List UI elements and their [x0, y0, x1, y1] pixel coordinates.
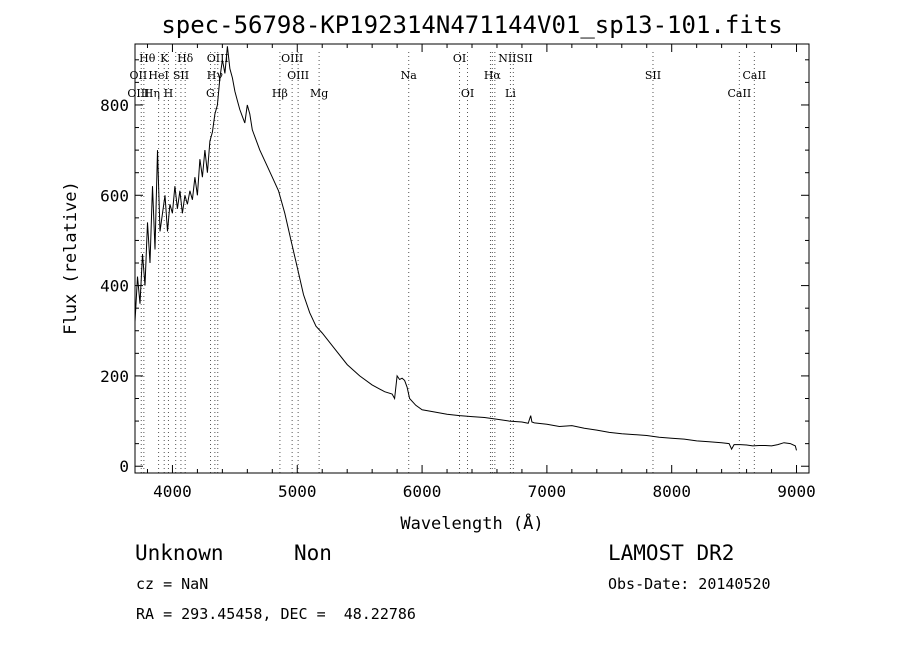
line-marker-label: OIII	[207, 52, 229, 65]
line-marker-label: OI	[453, 52, 466, 65]
y-axis: 0 200 400 600 800	[100, 59, 809, 476]
x-tick-label: 9000	[777, 482, 816, 501]
line-marker-label: OIII	[127, 87, 149, 100]
redshift-text: cz = NaN	[136, 575, 209, 593]
y-axis-label: Flux (relative)	[61, 181, 81, 335]
line-marker-label: OIII	[287, 69, 309, 82]
line-marker-label: SII	[173, 69, 189, 82]
line-markers	[140, 52, 755, 473]
line-marker-label: K	[160, 52, 169, 65]
line-marker-label: Hδ	[177, 52, 194, 65]
line-marker-label: Hα	[484, 69, 502, 82]
line-marker-label: Hβ	[272, 87, 288, 100]
line-marker-label: OIII	[281, 52, 303, 65]
line-marker-label: SII	[645, 69, 661, 82]
line-marker-label: Na	[401, 69, 418, 82]
survey-name: LAMOST DR2	[608, 541, 735, 565]
y-tick-label: 0	[119, 457, 129, 476]
line-marker-label: Hθ	[139, 52, 156, 65]
line-marker-label: Li	[505, 87, 516, 100]
line-marker-label: HeI	[148, 69, 168, 82]
object-subclass: Non	[294, 541, 332, 565]
line-marker-label: G	[206, 87, 215, 100]
spectrum-line	[134, 46, 797, 451]
line-marker-label: H	[164, 87, 174, 100]
x-tick-label: 7000	[528, 482, 567, 501]
x-tick-label: 6000	[403, 482, 442, 501]
x-tick-label: 5000	[278, 482, 317, 501]
chart-title: spec-56798-KP192314N471144V01_sp13-101.f…	[161, 11, 782, 39]
line-marker-label: CaII	[728, 87, 752, 100]
line-marker-label: OII	[130, 69, 148, 82]
line-marker-label: OI	[461, 87, 474, 100]
y-tick-label: 400	[100, 277, 129, 296]
x-tick-label: 4000	[153, 482, 192, 501]
line-marker-label: Hη	[144, 87, 160, 100]
y-tick-label: 200	[100, 367, 129, 386]
obs-date-text: Obs-Date: 20140520	[608, 575, 771, 593]
y-tick-label: 800	[100, 96, 129, 115]
plot-frame	[134, 43, 810, 474]
object-class: Unknown	[135, 541, 224, 565]
line-marker-label: Hγ	[207, 69, 224, 82]
x-axis-label: Wavelength (Å)	[400, 512, 543, 534]
line-marker-label: Mg	[310, 87, 328, 100]
line-marker-label: CaII	[742, 69, 766, 82]
y-tick-label: 600	[100, 186, 129, 205]
x-tick-label: 8000	[652, 482, 691, 501]
line-marker-label: NIISII	[498, 52, 533, 65]
x-axis: 4000 5000 6000 7000 8000 9000	[146, 44, 816, 501]
coords-text: RA = 293.45458, DEC = 48.22786	[136, 605, 416, 623]
line-marker-labels: Hθ K Hδ OIII OIII OI NIISII OII HeI SII Hγ OIII Na Hα…	[127, 52, 766, 100]
